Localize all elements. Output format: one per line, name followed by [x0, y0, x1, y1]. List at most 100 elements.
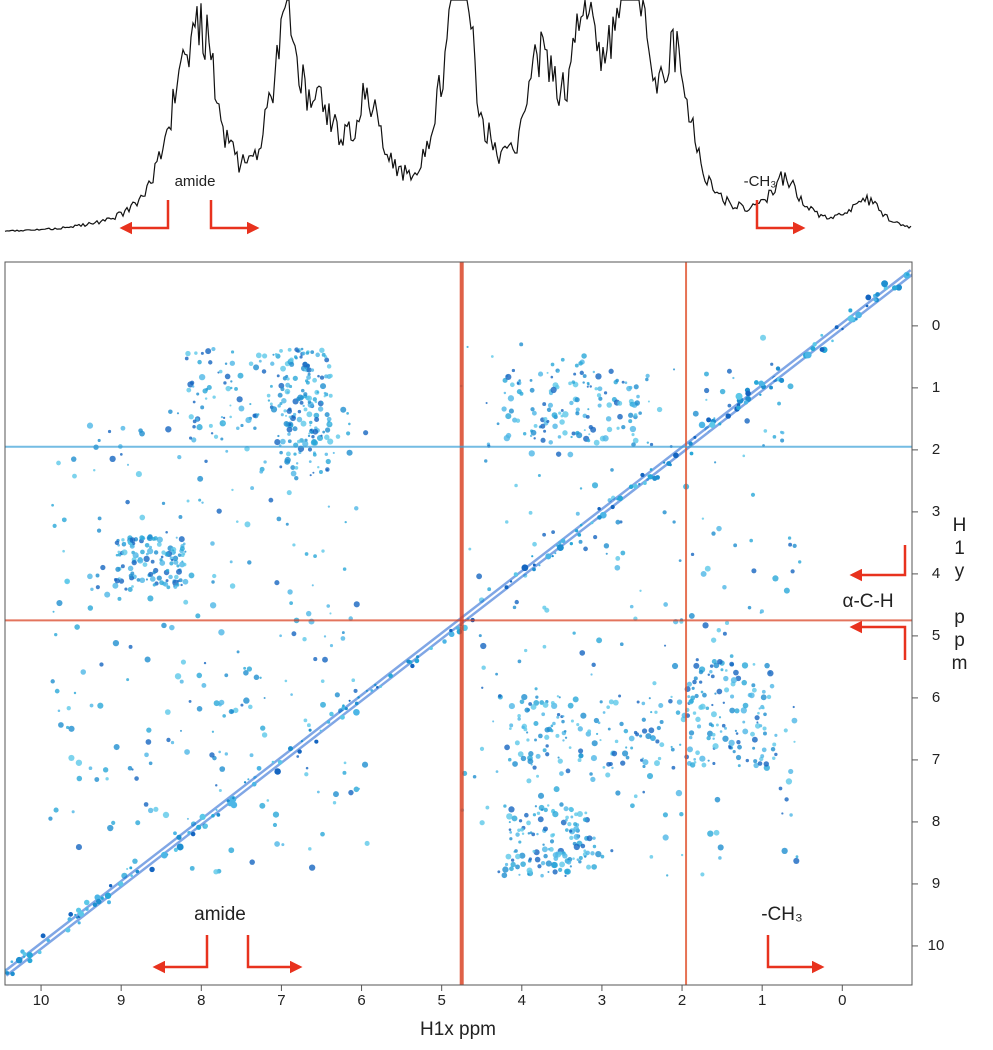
- peak: [168, 409, 173, 414]
- peak: [701, 517, 705, 520]
- peak: [194, 351, 198, 355]
- peak: [617, 413, 623, 420]
- peak: [472, 774, 477, 779]
- peak: [145, 739, 152, 745]
- peak: [353, 708, 360, 716]
- annotation: -CH₃: [761, 904, 803, 925]
- peak: [288, 415, 292, 419]
- peak: [531, 555, 534, 558]
- peak: [312, 377, 317, 383]
- peak: [379, 685, 383, 688]
- peak: [906, 272, 910, 276]
- peak: [614, 564, 621, 571]
- peak: [704, 371, 709, 377]
- peak: [618, 694, 622, 698]
- peak: [579, 523, 583, 527]
- peak: [335, 434, 341, 439]
- peak: [581, 353, 587, 359]
- peak: [274, 439, 281, 446]
- x-tick-label: 3: [598, 992, 606, 1009]
- peak: [320, 831, 325, 837]
- peak: [706, 735, 711, 741]
- peak: [767, 670, 774, 677]
- peak: [180, 583, 183, 587]
- peak: [569, 400, 574, 406]
- peak: [550, 729, 554, 733]
- peak: [112, 582, 119, 589]
- peak: [714, 692, 717, 695]
- peak: [663, 461, 666, 464]
- peak: [100, 564, 106, 571]
- peak: [546, 407, 552, 412]
- peak: [247, 778, 250, 781]
- peak: [340, 636, 346, 641]
- peak: [578, 753, 584, 759]
- peak: [603, 543, 610, 549]
- peak: [630, 803, 635, 809]
- peak: [306, 395, 312, 402]
- peak: [161, 501, 166, 506]
- peak: [529, 379, 533, 382]
- peak: [297, 749, 302, 754]
- peak: [97, 702, 104, 709]
- peak: [736, 739, 741, 745]
- peak: [286, 391, 290, 394]
- peak: [354, 506, 359, 511]
- peak: [567, 702, 574, 709]
- peak: [311, 584, 314, 587]
- peak: [729, 707, 736, 714]
- peak: [712, 737, 715, 740]
- peak: [142, 562, 148, 567]
- y-tick-label: 8: [932, 813, 940, 830]
- peak: [300, 388, 305, 393]
- peak: [781, 812, 784, 815]
- peak: [591, 482, 599, 489]
- peak: [573, 843, 580, 851]
- peak: [787, 383, 794, 390]
- peak: [161, 622, 167, 629]
- peak: [722, 585, 727, 590]
- peak: [348, 422, 351, 426]
- peak: [70, 456, 77, 462]
- peak: [530, 703, 537, 710]
- peak: [544, 734, 550, 740]
- peak: [250, 486, 255, 491]
- peak: [324, 427, 331, 433]
- peak: [187, 830, 191, 835]
- peak: [192, 400, 196, 404]
- peak: [201, 501, 204, 504]
- peak: [287, 432, 291, 436]
- peak: [550, 724, 554, 728]
- peak: [93, 469, 96, 472]
- peak: [579, 487, 583, 490]
- peak: [558, 851, 563, 856]
- peak: [760, 754, 765, 759]
- peak: [149, 576, 156, 582]
- peak: [179, 679, 184, 684]
- peak: [634, 400, 640, 406]
- peak: [303, 392, 308, 397]
- peak: [246, 666, 253, 672]
- peak: [243, 666, 247, 670]
- peak: [510, 858, 515, 862]
- peak: [749, 538, 753, 543]
- peak: [340, 406, 347, 413]
- peak: [865, 304, 869, 308]
- peak: [139, 535, 145, 541]
- peak: [741, 679, 748, 686]
- peak: [515, 418, 521, 423]
- peak: [705, 706, 710, 711]
- peak: [497, 870, 501, 874]
- peak: [540, 808, 544, 812]
- peak: [560, 819, 567, 826]
- peak: [693, 761, 697, 764]
- peak: [561, 719, 565, 724]
- peak: [236, 650, 240, 654]
- peak: [276, 516, 282, 522]
- peak: [503, 804, 507, 808]
- peak: [620, 550, 626, 556]
- peak: [449, 628, 453, 633]
- peak: [172, 549, 175, 552]
- peak: [196, 424, 203, 431]
- peak: [178, 578, 183, 583]
